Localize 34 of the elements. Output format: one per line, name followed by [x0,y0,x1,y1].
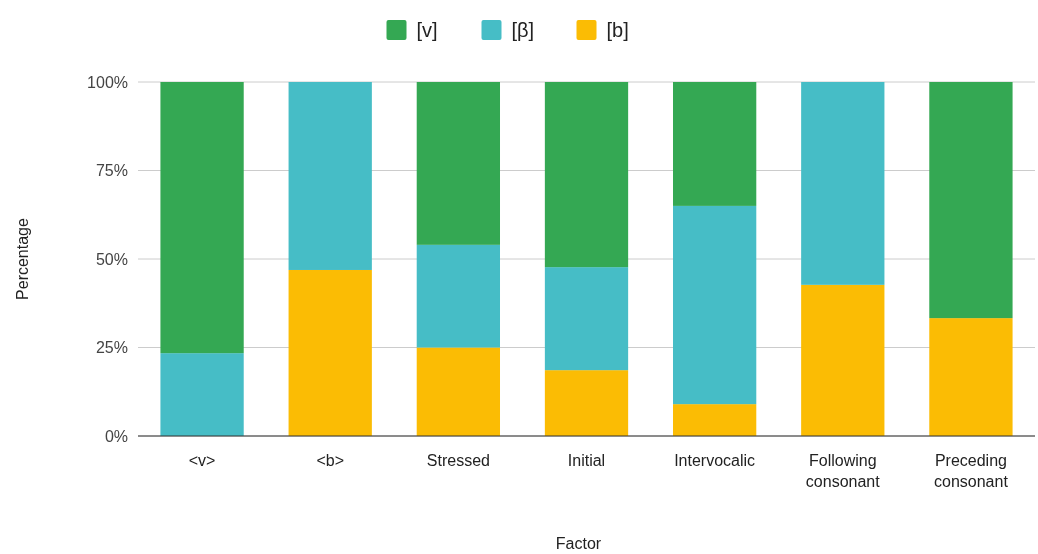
bar [160,353,244,436]
bar [801,284,885,436]
bar [673,404,757,436]
bar [160,82,244,354]
x-axis-title: Factor [555,535,602,552]
bar [544,267,629,371]
bar [288,82,372,270]
x-tick-label: Following consonant [805,452,881,490]
bar [288,269,372,436]
x-tick-label: Intervocalic [674,452,756,469]
bar [544,370,629,436]
bar [801,82,885,285]
legend-label: [v] [416,19,438,41]
bar [673,82,757,206]
bar [673,205,757,405]
bar [929,82,1013,319]
legend-label: [β] [511,19,535,41]
x-tick-label: <b> [316,452,345,469]
y-tick-label: 100% [87,73,128,91]
x-tick-label: Stressed [426,452,490,469]
bar [929,318,1013,436]
y-axis-title: Percentage [14,217,31,300]
legend-label: [b] [606,19,629,41]
bar [416,82,500,245]
x-tick-label: Preceding consonant [934,452,1009,490]
y-tick-label: 25% [95,339,128,357]
y-tick-label: 0% [104,427,128,445]
x-tick-label: Initial [567,452,606,469]
bar [416,347,500,436]
x-tick-label: <v> [188,452,216,469]
y-tick-label: 75% [95,162,128,180]
bar [416,244,500,348]
bar [544,82,629,268]
y-tick-label: 50% [95,250,128,268]
